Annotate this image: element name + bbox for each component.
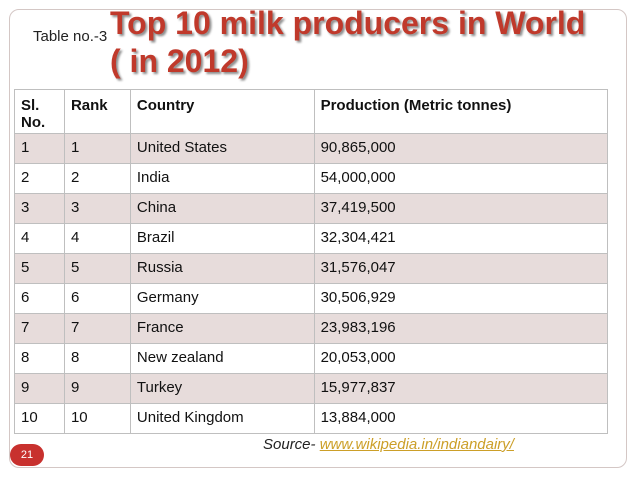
cell-rank: 6 — [63, 283, 131, 314]
cell-production: 23,983,196 — [313, 313, 609, 344]
cell-production: 20,053,000 — [313, 343, 609, 374]
cell-country: United Kingdom — [129, 403, 315, 434]
milk-producers-table: Sl. No. Rank Country Production (Metric … — [14, 89, 609, 434]
cell-rank: 2 — [63, 163, 131, 194]
source-prefix: Source- — [263, 436, 316, 453]
cell-rank: 7 — [63, 313, 131, 344]
cell-production: 30,506,929 — [313, 283, 609, 314]
cell-country: Brazil — [129, 223, 315, 254]
table-header-row: Sl. No. Rank Country Production (Metric … — [14, 89, 609, 134]
page-number-badge: 21 — [10, 444, 44, 466]
cell-sl-no: 4 — [14, 223, 65, 254]
cell-country: China — [129, 193, 315, 224]
cell-sl-no: 9 — [14, 373, 65, 404]
table-row: 1 1 United States 90,865,000 — [14, 133, 609, 164]
cell-production: 15,977,837 — [313, 373, 609, 404]
cell-rank: 9 — [63, 373, 131, 404]
cell-rank: 10 — [63, 403, 131, 434]
cell-rank: 5 — [63, 253, 131, 284]
cell-production: 13,884,000 — [313, 403, 609, 434]
cell-sl-no: 7 — [14, 313, 65, 344]
cell-rank: 1 — [63, 133, 131, 164]
cell-sl-no: 5 — [14, 253, 65, 284]
cell-country: Turkey — [129, 373, 315, 404]
cell-sl-no: 2 — [14, 163, 65, 194]
cell-production: 37,419,500 — [313, 193, 609, 224]
cell-production: 90,865,000 — [313, 133, 609, 164]
table-row: 3 3 China 37,419,500 — [14, 193, 609, 224]
slide-title: Top 10 milk producers in World ( in 2012… — [110, 4, 630, 80]
table-row: 6 6 Germany 30,506,929 — [14, 283, 609, 314]
cell-country: France — [129, 313, 315, 344]
cell-sl-no: 3 — [14, 193, 65, 224]
cell-production: 32,304,421 — [313, 223, 609, 254]
header-sl-no: Sl. No. — [14, 89, 65, 134]
cell-rank: 3 — [63, 193, 131, 224]
cell-production: 54,000,000 — [313, 163, 609, 194]
table-label: Table no.-3 — [33, 28, 108, 45]
cell-production: 31,576,047 — [313, 253, 609, 284]
title-line-1: Top 10 milk producers in World — [110, 5, 586, 41]
slide-frame — [9, 9, 627, 468]
cell-rank: 8 — [63, 343, 131, 374]
table-row: 2 2 India 54,000,000 — [14, 163, 609, 194]
table-row: 9 9 Turkey 15,977,837 — [14, 373, 609, 404]
cell-country: United States — [129, 133, 315, 164]
cell-country: India — [129, 163, 315, 194]
header-rank: Rank — [63, 89, 131, 134]
table-body: 1 1 United States 90,865,000 2 2 India 54,000,0… — [14, 133, 609, 434]
table-row: 8 8 New zealand 20,053,000 — [14, 343, 609, 374]
cell-sl-no: 10 — [14, 403, 65, 434]
cell-sl-no: 1 — [14, 133, 65, 164]
table-row: 5 5 Russia 31,576,047 — [14, 253, 609, 284]
table-row: 7 7 France 23,983,196 — [14, 313, 609, 344]
cell-sl-no: 8 — [14, 343, 65, 374]
cell-country: New zealand — [129, 343, 315, 374]
source-note: Source- www.wikipedia.in/indiandairy/ — [263, 436, 514, 453]
cell-rank: 4 — [63, 223, 131, 254]
table-row: 10 10 United Kingdom 13,884,000 — [14, 403, 609, 434]
title-line-2: ( in 2012) — [110, 43, 249, 79]
header-country: Country — [129, 89, 315, 134]
table-row: 4 4 Brazil 32,304,421 — [14, 223, 609, 254]
header-production: Production (Metric tonnes) — [313, 89, 609, 134]
cell-country: Germany — [129, 283, 315, 314]
cell-sl-no: 6 — [14, 283, 65, 314]
source-link[interactable]: www.wikipedia.in/indiandairy/ — [319, 436, 514, 453]
cell-country: Russia — [129, 253, 315, 284]
